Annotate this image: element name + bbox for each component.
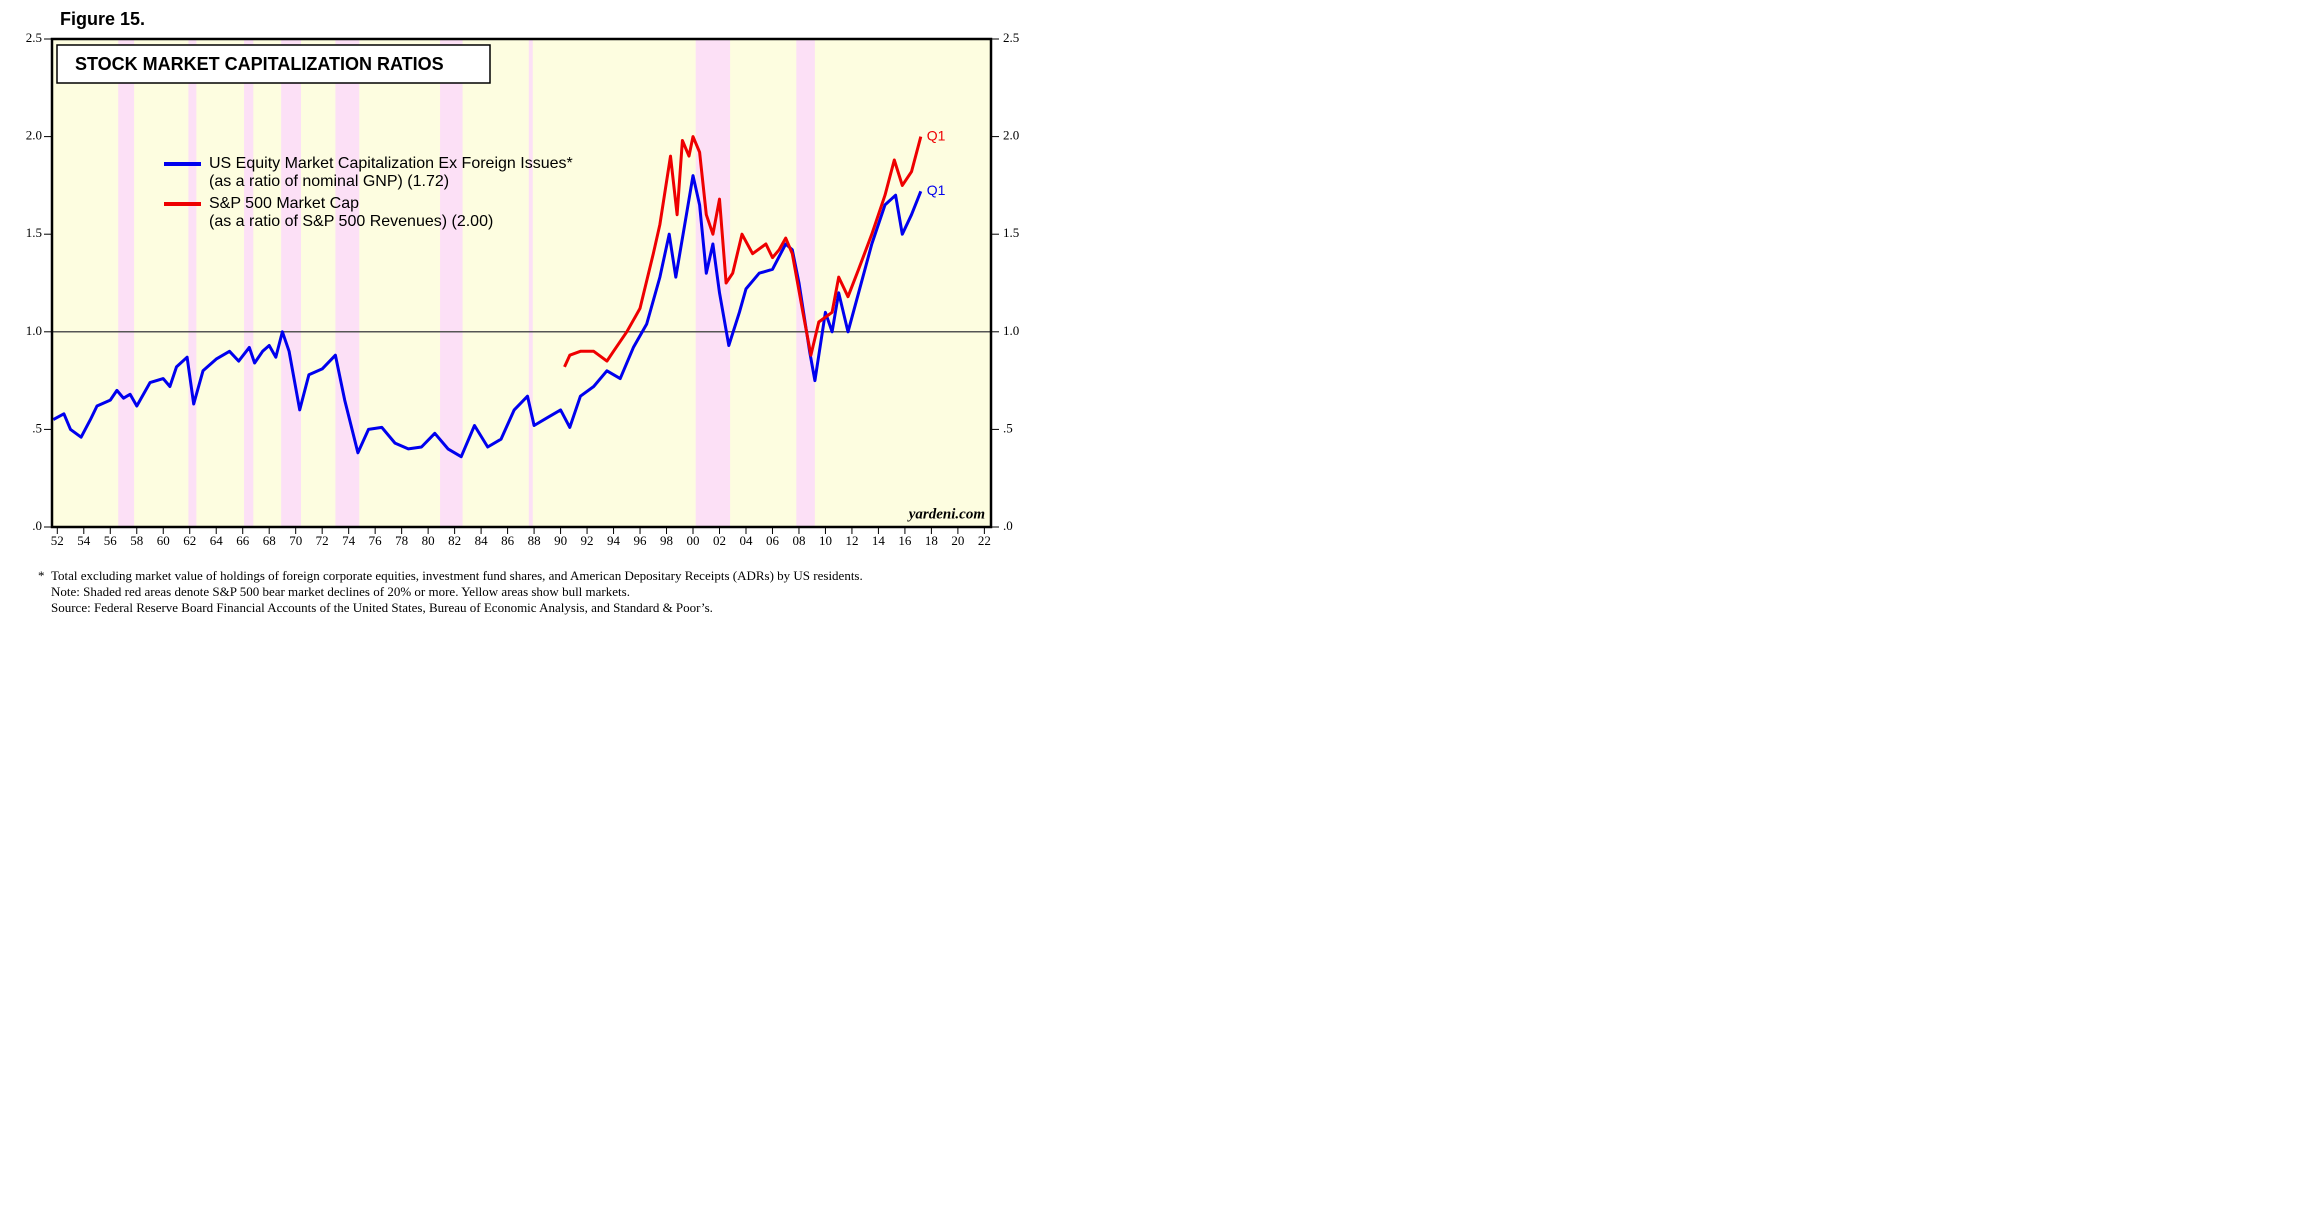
x-tick-label: 88: [528, 533, 541, 548]
end-label: Q1: [927, 182, 946, 198]
y2-tick-label: .5: [1003, 420, 1013, 435]
legend-note: (as a ratio of S&P 500 Revenues) (2.00): [209, 213, 493, 230]
legend-label: S&P 500 Market Cap: [209, 195, 359, 212]
x-tick-label: 82: [448, 533, 461, 548]
x-tick-label: 68: [263, 533, 276, 548]
chart-title: STOCK MARKET CAPITALIZATION RATIOS: [75, 54, 444, 74]
x-tick-label: 96: [634, 533, 648, 548]
y-tick-label: 2.5: [26, 30, 42, 45]
x-tick-label: 02: [713, 533, 726, 548]
x-tick-label: 80: [422, 533, 435, 548]
y2-tick-label: 1.5: [1003, 225, 1019, 240]
y-tick-label: 2.0: [26, 128, 42, 143]
x-tick-label: 94: [607, 533, 621, 548]
x-tick-label: 58: [130, 533, 143, 548]
legend-label: US Equity Market Capitalization Ex Forei…: [209, 155, 573, 172]
title-box: [56, 44, 491, 84]
bear-market-band: [695, 39, 731, 527]
bear-market-band: [188, 39, 197, 527]
x-tick-label: 54: [77, 533, 91, 548]
x-tick-label: 56: [104, 533, 118, 548]
footnote: Note: Shaded red areas denote S&P 500 be…: [51, 584, 630, 599]
x-tick-label: 14: [872, 533, 886, 548]
x-tick-label: 12: [845, 533, 858, 548]
y2-tick-label: .0: [1003, 518, 1013, 533]
x-tick-label: 86: [501, 533, 515, 548]
x-tick-label: 76: [369, 533, 383, 548]
x-tick-label: 04: [739, 533, 753, 548]
x-tick-label: 72: [316, 533, 329, 548]
x-tick-label: 70: [289, 533, 302, 548]
x-tick-label: 98: [660, 533, 673, 548]
x-tick-label: 20: [951, 533, 964, 548]
x-tick-label: 08: [792, 533, 805, 548]
bear-market-band: [281, 39, 301, 527]
figure-label: Figure 15.: [60, 9, 145, 29]
y-tick-label: 1.0: [26, 323, 42, 338]
y-tick-label: .5: [32, 420, 42, 435]
y-tick-label: .0: [32, 518, 42, 533]
x-tick-label: 60: [157, 533, 170, 548]
x-tick-label: 22: [978, 533, 991, 548]
x-tick-label: 74: [342, 533, 356, 548]
footnote-marker: *: [38, 568, 45, 583]
plot-border: [50, 37, 993, 529]
footnote: Total excluding market value of holdings…: [51, 568, 863, 583]
x-tick-label: 84: [475, 533, 489, 548]
x-tick-label: 78: [395, 533, 408, 548]
bear-market-band: [118, 39, 135, 527]
y2-tick-label: 2.0: [1003, 128, 1019, 143]
x-tick-label: 64: [210, 533, 224, 548]
x-tick-label: 92: [581, 533, 594, 548]
bear-market-band: [440, 39, 463, 527]
footnote: Source: Federal Reserve Board Financial …: [51, 600, 713, 615]
series-line: [563, 135, 923, 368]
x-tick-label: 16: [898, 533, 912, 548]
x-tick-label: 66: [236, 533, 250, 548]
x-tick-label: 00: [687, 533, 700, 548]
plot-background: [52, 39, 991, 527]
y-tick-label: 1.5: [26, 225, 42, 240]
legend-note: (as a ratio of nominal GNP) (1.72): [209, 173, 449, 190]
x-tick-label: 18: [925, 533, 938, 548]
end-label: Q1: [927, 127, 946, 143]
x-tick-label: 06: [766, 533, 780, 548]
y2-tick-label: 2.5: [1003, 30, 1019, 45]
bear-market-band: [796, 39, 815, 527]
bear-market-band: [244, 39, 254, 527]
bear-market-band: [335, 39, 360, 527]
x-tick-label: 90: [554, 533, 567, 548]
x-tick-label: 62: [183, 533, 196, 548]
y2-tick-label: 1.0: [1003, 323, 1019, 338]
credit: yardeni.com: [907, 506, 985, 522]
bear-market-band: [528, 39, 533, 527]
x-tick-label: 52: [51, 533, 64, 548]
x-tick-label: 10: [819, 533, 832, 548]
